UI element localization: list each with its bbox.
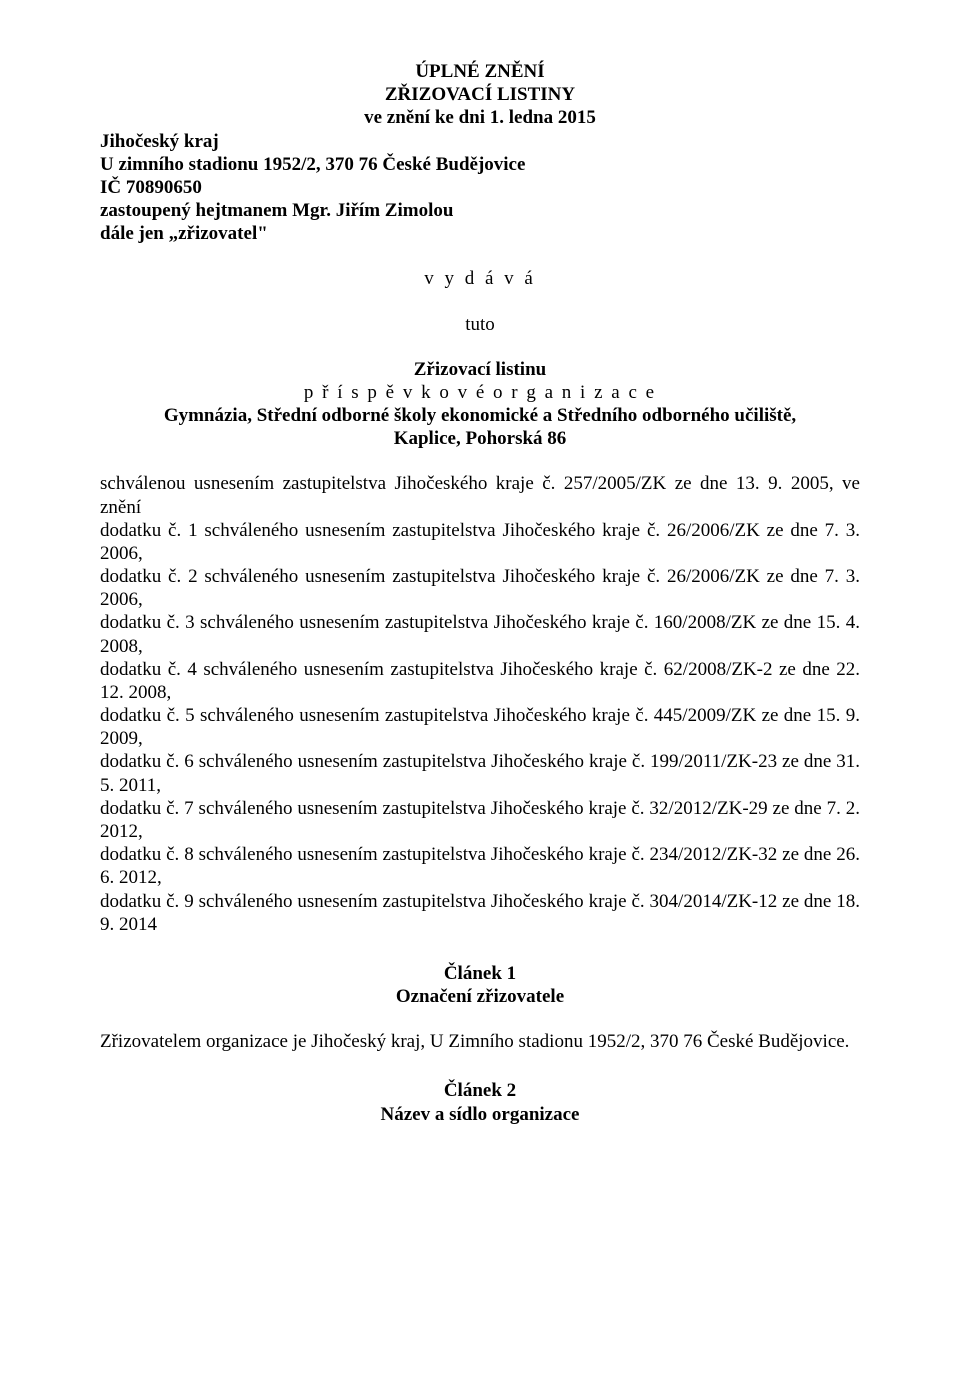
subject-block: Zřizovací listinu p ř í s p ě v k o v é …	[100, 358, 860, 451]
amendment-item: dodatku č. 9 schváleného usnesením zastu…	[100, 891, 860, 935]
article-2-heading: Článek 2 Název a sídlo organizace	[100, 1079, 860, 1125]
amendment-item: dodatku č. 5 schváleného usnesením zastu…	[100, 705, 860, 749]
issuer-representative: zastoupený hejtmanem Mgr. Jiřím Zimolou	[100, 200, 453, 221]
issuer-alias: dále jen „zřizovatel"	[100, 223, 268, 244]
title-line-3: ve znění ke dni 1. ledna 2015	[364, 107, 596, 128]
this-word: tuto	[100, 313, 860, 336]
issuer-name: Jihočeský kraj	[100, 131, 219, 152]
article-1-body: Zřizovatelem organizace je Jihočeský kra…	[100, 1030, 860, 1053]
issues-verb: v y d á v á	[100, 267, 860, 290]
amendment-item: dodatku č. 8 schváleného usnesením zastu…	[100, 844, 860, 888]
article-1-title: Označení zřizovatele	[396, 986, 564, 1007]
amendment-item: dodatku č. 2 schváleného usnesením zastu…	[100, 566, 860, 610]
issuer-address: U zimního stadionu 1952/2, 370 76 České …	[100, 154, 525, 175]
issuer-block: Jihočeský kraj U zimního stadionu 1952/2…	[100, 130, 860, 246]
document-page: ÚPLNÉ ZNĚNÍ ZŘIZOVACÍ LISTINY ve znění k…	[0, 0, 960, 1396]
article-1-heading: Článek 1 Označení zřizovatele	[100, 962, 860, 1008]
subject-line-1: Zřizovací listinu	[414, 359, 546, 380]
subject-line-2: p ř í s p ě v k o v é o r g a n i z a c …	[304, 382, 656, 403]
document-title: ÚPLNÉ ZNĚNÍ ZŘIZOVACÍ LISTINY ve znění k…	[100, 60, 860, 130]
article-1-number: Článek 1	[444, 963, 516, 984]
article-2-number: Článek 2	[444, 1080, 516, 1101]
amendment-item: dodatku č. 3 schváleného usnesením zastu…	[100, 612, 860, 656]
amendment-item: dodatku č. 4 schváleného usnesením zastu…	[100, 659, 860, 703]
article-2-title: Název a sídlo organizace	[381, 1104, 580, 1125]
title-line-1: ÚPLNÉ ZNĚNÍ	[415, 61, 544, 82]
amendment-item: dodatku č. 6 schváleného usnesením zastu…	[100, 751, 860, 795]
body-text: schválenou usnesením zastupitelstva Jiho…	[100, 472, 860, 935]
subject-line-3: Gymnázia, Střední odborné školy ekonomic…	[164, 405, 796, 426]
intro-text: schválenou usnesením zastupitelstva Jiho…	[100, 473, 860, 517]
amendment-item: dodatku č. 7 schváleného usnesením zastu…	[100, 798, 860, 842]
issuer-ic: IČ 70890650	[100, 177, 202, 198]
title-line-2: ZŘIZOVACÍ LISTINY	[385, 84, 575, 105]
subject-line-4: Kaplice, Pohorská 86	[394, 428, 567, 449]
amendment-item: dodatku č. 1 schváleného usnesením zastu…	[100, 520, 860, 564]
